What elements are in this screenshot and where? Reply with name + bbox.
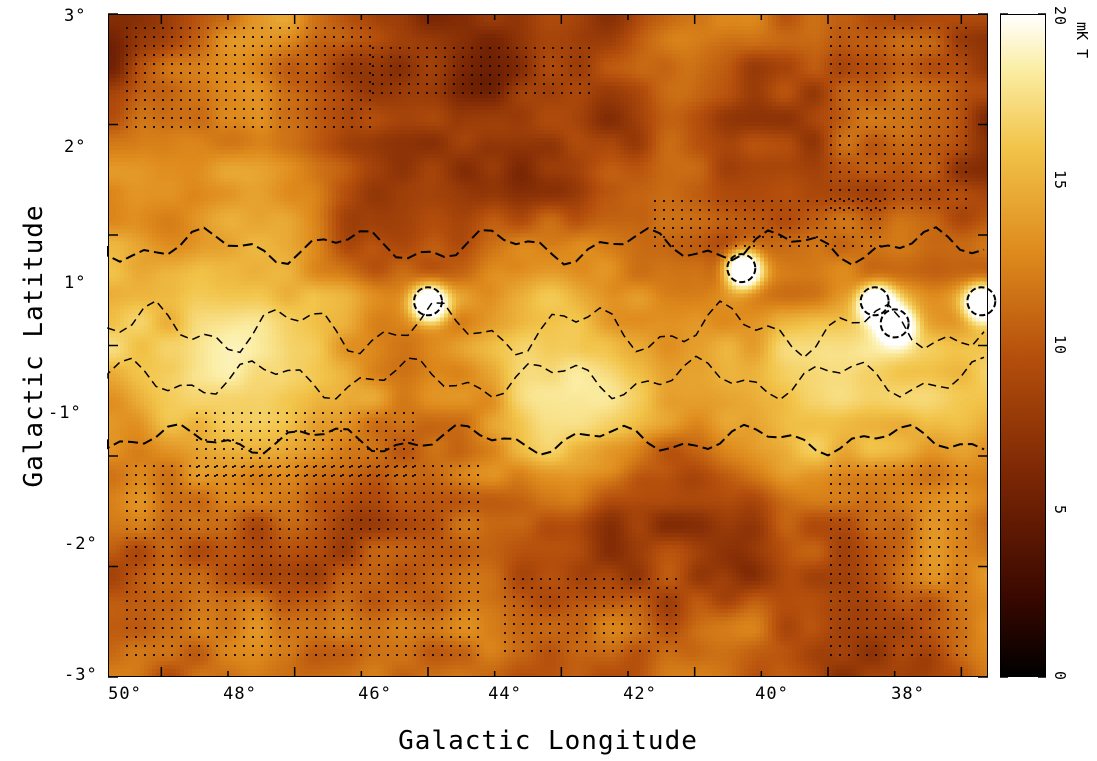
x-tick-label: 42°: [623, 684, 657, 704]
x-tick-label: 46°: [358, 684, 392, 704]
y-tick-label: 1°: [64, 273, 87, 293]
source-contour: [859, 286, 890, 317]
heatmap-image: [108, 14, 988, 677]
contour-line: [107, 355, 985, 401]
contour-line: [107, 226, 985, 266]
colorbar-tick-label: 15: [1051, 169, 1069, 191]
x-axis-label: Galactic Longitude: [398, 726, 698, 756]
contour-line: [107, 422, 985, 457]
source-contour: [726, 253, 757, 284]
colorbar-tick-label: 0: [1051, 670, 1069, 682]
source-contour: [413, 286, 443, 317]
colorbar-tick-label: 5: [1051, 504, 1069, 516]
contour-line: [107, 299, 985, 359]
y-tick-label: -3°: [64, 665, 98, 685]
source-contour: [879, 308, 910, 339]
y-tick-label: -2°: [64, 534, 98, 554]
colorbar: [1000, 14, 1046, 677]
x-tick-label: 40°: [755, 684, 789, 704]
x-tick-label: 48°: [223, 684, 257, 704]
y-tick-label: -1°: [48, 403, 82, 423]
y-tick-label: 2°: [64, 137, 87, 157]
colorbar-tick-label: 10: [1051, 334, 1069, 356]
source-contour: [966, 286, 997, 317]
plot-area: [107, 14, 997, 677]
y-tick-label: 3°: [64, 6, 87, 26]
masked-dots: [126, 27, 967, 656]
colorbar-tick-label: 20: [1051, 5, 1069, 27]
x-tick-label: 50°: [108, 684, 142, 704]
colorbar-label: mK T: [1073, 21, 1091, 59]
y-axis-label: Galactic Latitude: [19, 204, 49, 488]
x-tick-label: 38°: [891, 684, 925, 704]
x-tick-label: 44°: [488, 684, 522, 704]
contour-overlay: [107, 27, 997, 656]
